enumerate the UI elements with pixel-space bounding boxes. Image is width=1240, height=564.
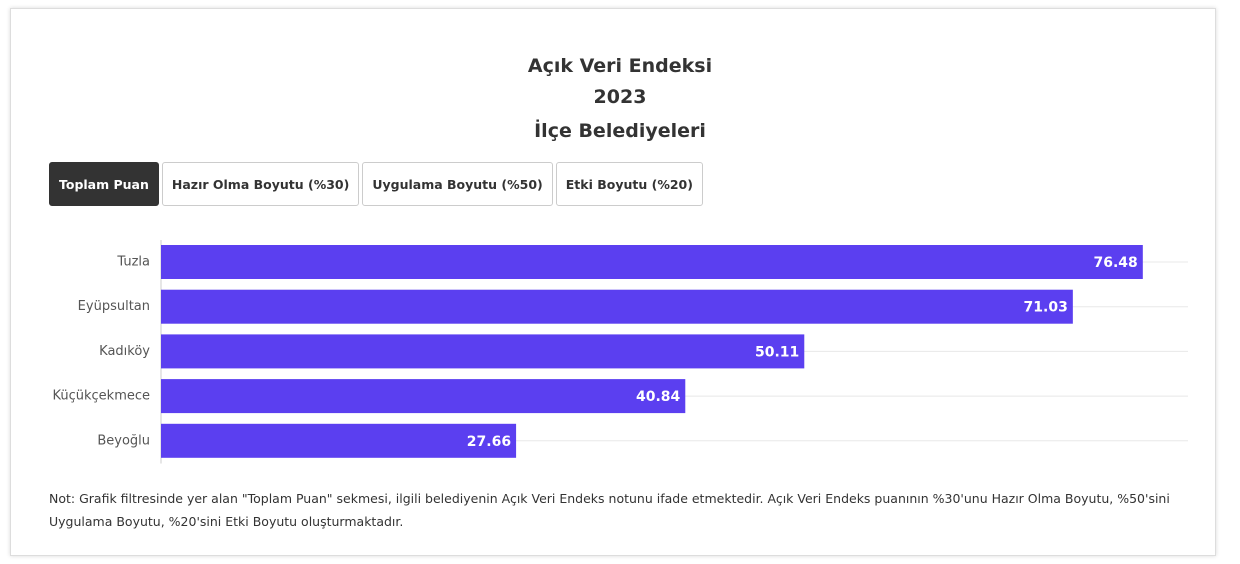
value-label: 50.11 — [755, 344, 799, 360]
bar — [161, 245, 1143, 279]
chart-card: Toplam Puan Hazır Olma Boyutu (%30) Uygula… — [10, 8, 1216, 556]
category-label: Küçükçekmece — [52, 389, 150, 404]
value-label: 71.03 — [1024, 300, 1068, 316]
category-label: Beyoğlu — [97, 433, 150, 448]
chart-title: 2023 — [594, 86, 647, 108]
note: Not: Grafik filtresinde yer alan "Toplam… — [49, 491, 1170, 529]
category-label: Tuzla — [116, 255, 150, 270]
tab-bar: Toplam Puan Hazır Olma Boyutu (%30) Uygula… — [49, 162, 703, 206]
bar — [161, 289, 1073, 324]
category-label: Kadıköy — [99, 344, 150, 359]
chart-title: Açık Veri Endeksi — [528, 55, 712, 77]
tab[interactable]: Toplam Puan — [49, 162, 159, 206]
bar — [161, 379, 686, 414]
value-label: 27.66 — [467, 434, 511, 450]
bar — [161, 334, 805, 369]
value-label: 40.84 — [636, 389, 681, 405]
tab[interactable]: Hazır Olma Boyutu (%30) — [161, 162, 360, 206]
tab[interactable]: Uygulama Boyutu (%50) — [362, 162, 553, 206]
value-label: 76.48 — [1094, 255, 1138, 271]
chart-title: İlçe Belediyeleri — [534, 118, 706, 142]
bar — [161, 423, 517, 458]
category-label: Eyüpsultan — [78, 299, 150, 314]
tab[interactable]: Etki Boyutu (%20) — [555, 162, 703, 206]
